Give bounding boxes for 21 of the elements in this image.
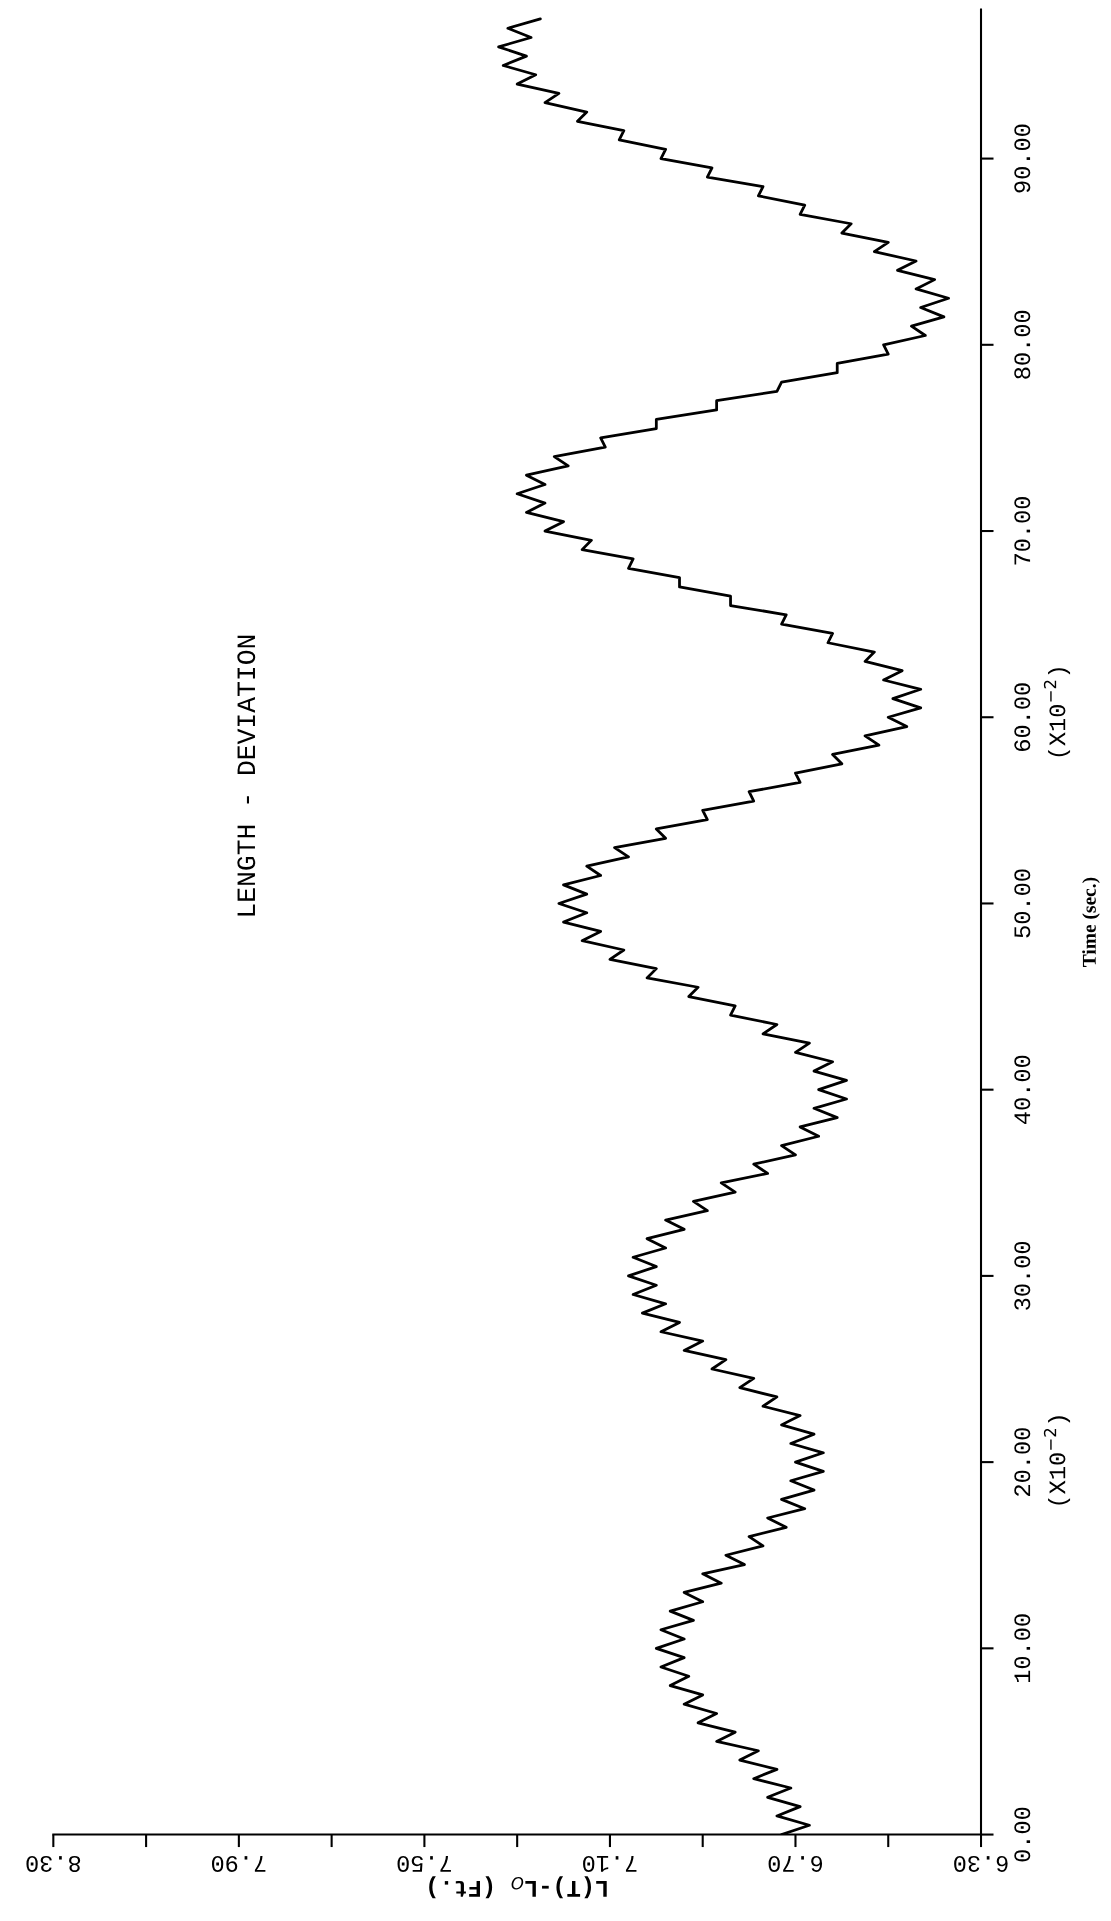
x-axis-title: L(T)-L$_{O}$ (Ft.) bbox=[429, 1876, 607, 1899]
y-tick-label: 70.00 bbox=[1014, 497, 1031, 565]
x-tick-label: 6.30 bbox=[954, 1855, 1008, 1872]
y-tick-label: 50.00 bbox=[1014, 869, 1031, 938]
y-tick-label: 80.00 bbox=[1014, 310, 1031, 379]
y-tick-label: 20.00 bbox=[1014, 1428, 1031, 1496]
y-tick-label: 10.00 bbox=[1014, 1614, 1031, 1683]
x-tick-label: 7.10 bbox=[583, 1855, 637, 1872]
y-tick-label: 30.00 bbox=[1014, 1241, 1031, 1310]
y-tick-label: 90.00 bbox=[1014, 124, 1031, 193]
text: (X10$^{−2}$) bbox=[1043, 1416, 1071, 1505]
x-tick-label: 6.70 bbox=[768, 1855, 823, 1872]
y-axis-title: Time (sec.) bbox=[1082, 877, 1100, 967]
x-tick-label: 7.90 bbox=[211, 1855, 266, 1872]
y-tick-label: 40.00 bbox=[1014, 1055, 1031, 1124]
text: LENGTH - DEVIATION bbox=[237, 635, 256, 916]
text: (X10$^{−2}$) bbox=[1043, 668, 1071, 757]
y-tick-label: 60.00 bbox=[1014, 683, 1031, 751]
x-tick-label: 8.30 bbox=[26, 1855, 81, 1872]
x-tick-label: 7.50 bbox=[397, 1855, 451, 1872]
y-tick-label: 0.00 bbox=[1014, 1807, 1031, 1862]
